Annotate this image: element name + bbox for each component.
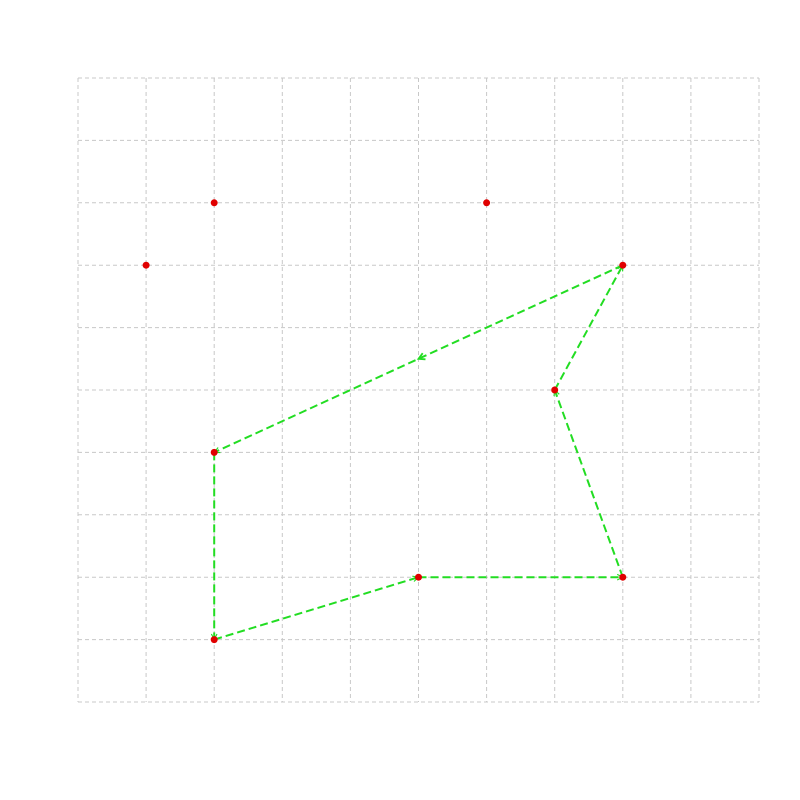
route-path [213, 264, 624, 641]
data-point [142, 261, 150, 269]
grid [77, 77, 760, 703]
path-segment [213, 577, 418, 641]
data-point [415, 573, 422, 581]
path-segment [555, 390, 624, 578]
points [142, 199, 627, 644]
data-point [483, 199, 491, 207]
data-point [551, 386, 559, 394]
data-point [210, 636, 218, 644]
path-segment [214, 264, 624, 454]
data-point [619, 261, 627, 269]
data-point [619, 573, 627, 581]
path-midpoint-arrow [416, 352, 426, 361]
data-point [210, 448, 218, 456]
data-point [210, 199, 218, 207]
